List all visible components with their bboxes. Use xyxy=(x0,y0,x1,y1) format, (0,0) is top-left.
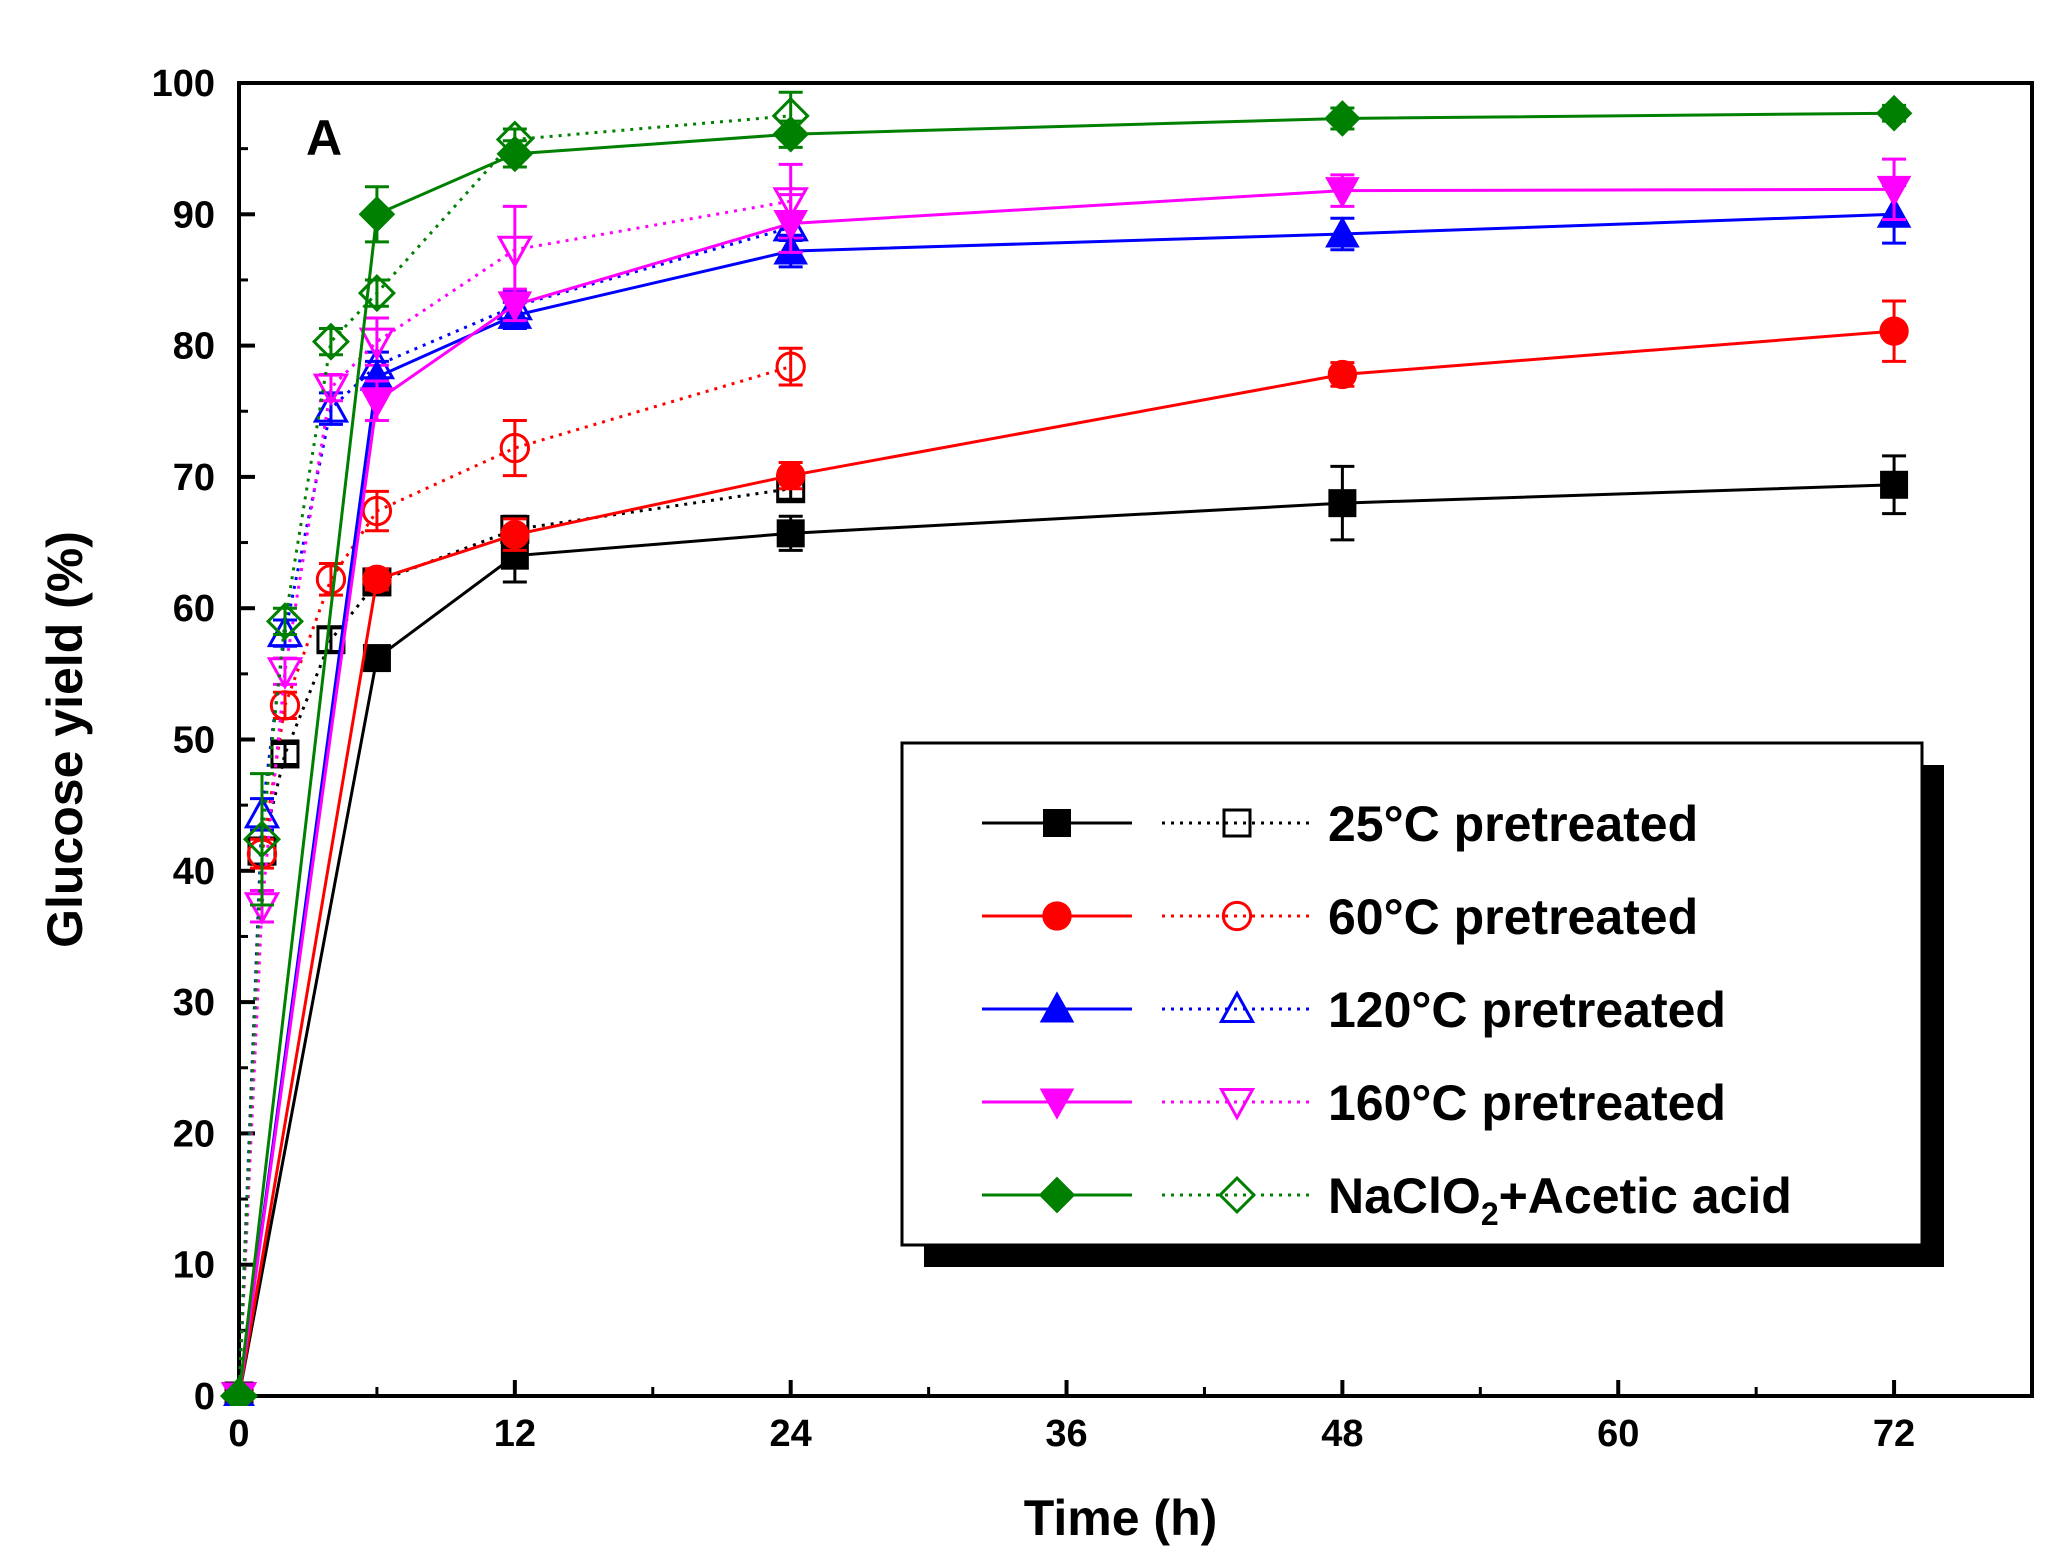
x-tick-label: 48 xyxy=(1321,1413,1363,1455)
axes: 0 12 24 36 48 60 72 0 10 20 30 40 50 60 70 80 90 100 Time … xyxy=(37,63,2034,1546)
data-point xyxy=(776,519,805,548)
legend-entry: 60°C pretreated xyxy=(982,889,1698,945)
data-point xyxy=(362,644,391,673)
data-point xyxy=(270,739,300,769)
data-point xyxy=(358,195,396,233)
data-point xyxy=(359,387,395,419)
y-tick-label: 40 xyxy=(173,851,215,893)
x-tick-label: 36 xyxy=(1045,1413,1087,1455)
legend-label: 60°C pretreated xyxy=(1328,889,1698,945)
series-25C-solid xyxy=(225,454,1909,1406)
data-point xyxy=(1325,177,1360,209)
x-tick-label: 12 xyxy=(494,1413,536,1455)
legend-marker-open xyxy=(1218,990,1256,1023)
legend-entry: 25°C pretreated xyxy=(982,796,1698,852)
series-layer xyxy=(219,90,1913,1406)
legend: 25°C pretreated 60°C pretreated 120°C pret… xyxy=(900,741,1944,1267)
y-tick-label: 80 xyxy=(173,326,215,368)
data-point xyxy=(1875,94,1913,132)
x-tick-label: 0 xyxy=(228,1413,249,1455)
y-tick-label: 70 xyxy=(173,457,215,499)
data-point xyxy=(776,460,806,491)
data-point xyxy=(496,135,534,173)
y-axis-title: Glucose yield (%) xyxy=(37,531,93,948)
y-tick-label: 30 xyxy=(173,982,215,1024)
data-point xyxy=(1328,489,1357,518)
data-point xyxy=(775,351,806,382)
data-point xyxy=(269,690,301,721)
series-NaClO2-solid xyxy=(220,94,1913,1406)
series-line xyxy=(237,487,791,1397)
data-point xyxy=(266,657,304,690)
legend-entry: NaClO2+Acetic acid xyxy=(982,1168,1792,1232)
data-point xyxy=(361,495,393,527)
legend-marker-open xyxy=(1221,900,1253,932)
data-point xyxy=(772,115,810,153)
data-point xyxy=(312,373,350,407)
legend-label: NaClO2+Acetic acid xyxy=(1328,1168,1792,1232)
data-point xyxy=(265,602,304,641)
data-point xyxy=(1876,175,1912,208)
data-point xyxy=(357,274,396,313)
data-point xyxy=(1880,470,1909,499)
legend-marker-solid xyxy=(1039,991,1075,1023)
data-point xyxy=(497,291,533,323)
data-point xyxy=(220,1377,258,1406)
series-line xyxy=(237,329,1895,1397)
data-point xyxy=(1324,100,1361,137)
data-point xyxy=(499,432,530,464)
legend-box xyxy=(900,741,1924,1247)
legend-entry: 160°C pretreated xyxy=(982,1075,1726,1131)
y-tick-label: 20 xyxy=(173,1113,215,1155)
x-tick-label: 72 xyxy=(1873,1413,1915,1455)
y-tick-label: 100 xyxy=(152,63,215,105)
y-tick-label: 90 xyxy=(173,194,215,236)
data-point xyxy=(1325,216,1360,248)
series-line xyxy=(237,225,792,1397)
x-tick-label: 60 xyxy=(1597,1413,1639,1455)
series-line xyxy=(237,111,1895,1397)
y-tick-label: 50 xyxy=(173,720,215,762)
series-line xyxy=(237,187,1895,1397)
legend-marker-solid xyxy=(1043,809,1071,837)
legend-label: 120°C pretreated xyxy=(1328,982,1726,1038)
data-point xyxy=(242,820,282,859)
legend-marker-open xyxy=(1222,808,1252,838)
data-point xyxy=(315,564,347,595)
data-point xyxy=(358,327,396,361)
data-point xyxy=(1327,359,1358,390)
series-line xyxy=(237,212,1895,1397)
data-point xyxy=(496,235,533,269)
series-160C-solid xyxy=(221,157,1912,1406)
x-axis-title: Time (h) xyxy=(1024,1490,1218,1546)
legend-marker-solid xyxy=(1042,901,1072,931)
data-point xyxy=(1879,316,1909,346)
legend-label: 25°C pretreated xyxy=(1328,796,1698,852)
panel-label: A xyxy=(306,110,342,166)
legend-marker-solid xyxy=(1038,1176,1076,1214)
y-tick-label: 60 xyxy=(173,588,215,630)
data-point xyxy=(772,187,809,220)
legend-label: 160°C pretreated xyxy=(1328,1075,1726,1131)
legend-marker-open xyxy=(1217,1175,1257,1215)
data-point xyxy=(312,389,350,423)
data-point xyxy=(362,564,392,594)
data-point xyxy=(773,210,808,242)
legend-marker-open xyxy=(1218,1088,1256,1121)
series-120C-open xyxy=(223,208,809,1406)
series-25C-open xyxy=(224,474,806,1406)
legend-marker-solid xyxy=(1039,1088,1075,1120)
y-tick-label: 10 xyxy=(173,1245,215,1287)
series-line xyxy=(237,483,1895,1397)
legend-entry: 120°C pretreated xyxy=(982,982,1726,1038)
data-point xyxy=(500,520,530,550)
y-tick-label: 0 xyxy=(194,1376,215,1418)
x-tick-label: 24 xyxy=(770,1413,812,1455)
data-point xyxy=(311,322,350,361)
